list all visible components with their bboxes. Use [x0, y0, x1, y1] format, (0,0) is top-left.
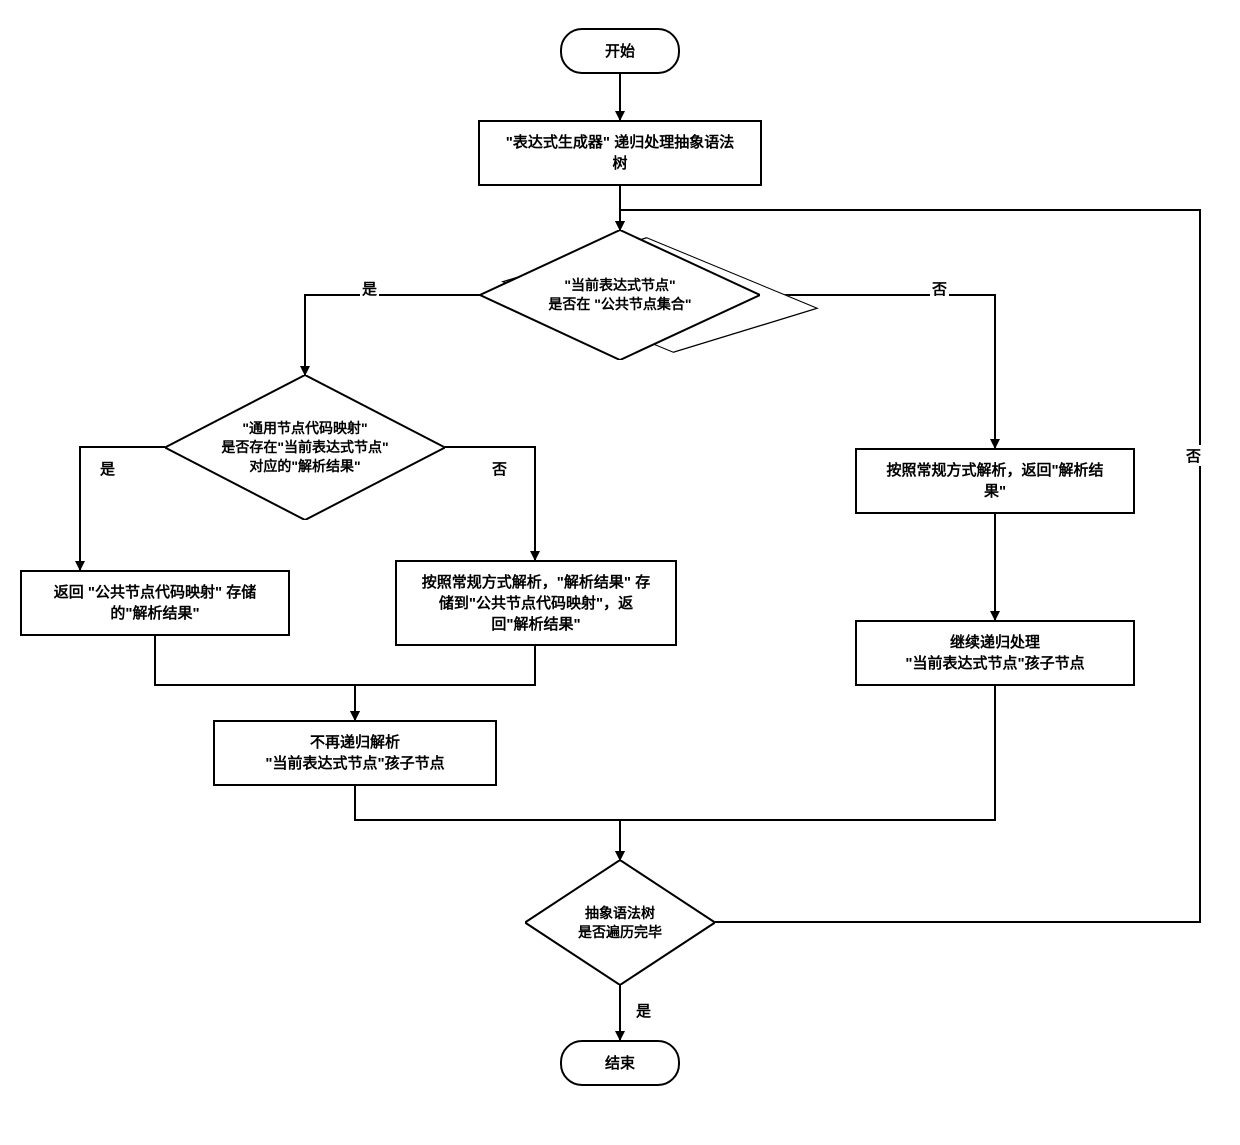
node-p-right1-label: 按照常规方式解析，返回"解析结 果" — [886, 460, 1103, 502]
node-p-no-recurse-label: 不再递归解析 "当前表达式节点"孩子节点 — [265, 732, 444, 774]
node-p1-label: "表达式生成器" 递归处理抽象语法 树 — [506, 132, 734, 174]
node-d1: "当前表达式节点" 是否在 "公共节点集合" — [480, 230, 760, 360]
node-p-mid-label: 按照常规方式解析，"解析结果" 存 储到"公共节点代码映射"，返 回"解析结果" — [422, 572, 650, 635]
edge-label-d1-yes: 是 — [360, 278, 379, 299]
edge-label-d2-no: 否 — [490, 458, 509, 479]
node-d2-label: "通用节点代码映射" 是否存在"当前表达式节点" 对应的"解析结果" — [221, 419, 388, 476]
node-p-left: 返回 "公共节点代码映射" 存储 的"解析结果" — [20, 570, 290, 636]
node-end-label: 结束 — [605, 1053, 635, 1074]
flowchart-canvas: 开始 "表达式生成器" 递归处理抽象语法 树 "当前表达式节点" 是否在 "公共… — [0, 0, 1240, 1145]
edge-label-d2-yes: 是 — [98, 458, 117, 479]
node-d2: "通用节点代码映射" 是否存在"当前表达式节点" 对应的"解析结果" — [165, 375, 445, 520]
edge-label-d1-no: 否 — [930, 278, 949, 299]
edge-label-d3-no: 否 — [1184, 445, 1203, 466]
node-p-right2-label: 继续递归处理 "当前表达式节点"孩子节点 — [905, 632, 1084, 674]
node-end: 结束 — [560, 1040, 680, 1086]
node-p-right2: 继续递归处理 "当前表达式节点"孩子节点 — [855, 620, 1135, 686]
node-d3: 抽象语法树 是否遍历完毕 — [525, 860, 715, 985]
node-start-label: 开始 — [605, 41, 635, 62]
node-p-right1: 按照常规方式解析，返回"解析结 果" — [855, 448, 1135, 514]
node-p-no-recurse: 不再递归解析 "当前表达式节点"孩子节点 — [213, 720, 497, 786]
node-start: 开始 — [560, 28, 680, 74]
node-d3-label: 抽象语法树 是否遍历完毕 — [578, 904, 662, 942]
node-p-mid: 按照常规方式解析，"解析结果" 存 储到"公共节点代码映射"，返 回"解析结果" — [395, 560, 677, 646]
edge-label-d3-yes: 是 — [634, 1000, 653, 1021]
node-d1-label: "当前表达式节点" 是否在 "公共节点集合" — [548, 276, 691, 314]
node-p1: "表达式生成器" 递归处理抽象语法 树 — [478, 120, 762, 186]
node-p-left-label: 返回 "公共节点代码映射" 存储 的"解析结果" — [54, 582, 257, 624]
